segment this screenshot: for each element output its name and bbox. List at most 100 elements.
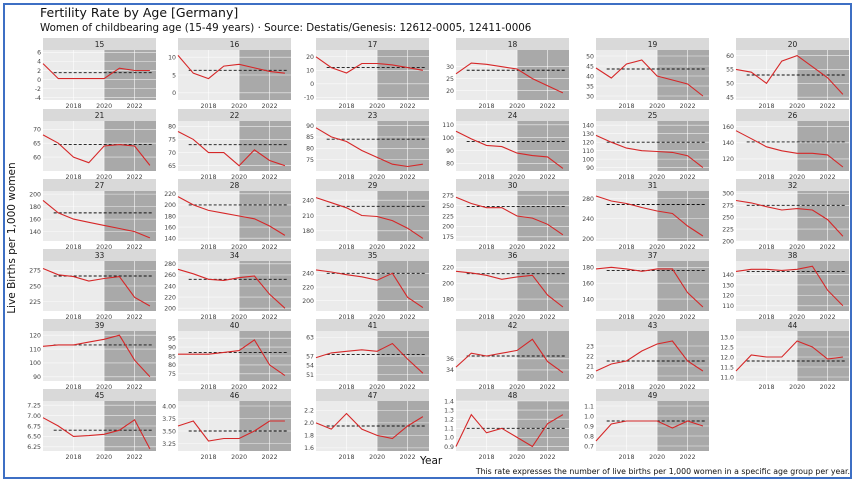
facet-label: 23 [368,111,378,120]
series-line [595,59,704,97]
y-tick-label: 140 [722,140,734,147]
x-tick-label: 2018 [66,384,82,391]
y-tick-label: 10 [306,68,314,75]
x-tick-label: 2020 [96,314,112,321]
y-tick-label: 300 [722,191,734,198]
x-tick-label: 2020 [509,454,525,461]
facet-label: 30 [508,181,518,190]
shaded-period [657,50,709,100]
y-tick-label: 140 [582,123,594,130]
facet-strip [596,249,709,261]
shaded-period [657,191,709,241]
y-tick-label: 0 [37,77,41,84]
facet-strip [178,389,291,401]
y-tick-label: 3.50 [162,428,176,435]
y-tick-label: 160 [722,124,734,131]
y-tick-label: 85 [306,134,314,141]
y-tick-label: 110 [442,122,454,129]
facet-strip [596,109,709,121]
facet-label: 24 [508,111,518,120]
y-tick-label: 0.9 [584,423,594,430]
facet-label: 38 [788,251,798,260]
series-line [735,130,844,168]
facet-label: 31 [648,181,658,190]
y-tick-label: 80 [168,362,176,369]
facet-label: 20 [788,40,798,49]
facet-label: 34 [230,251,240,260]
x-tick-label: 2018 [619,314,635,321]
x-tick-label: 2022 [262,384,278,391]
series-line [178,339,286,377]
y-tick-label: 100 [442,135,454,142]
series-line [315,197,424,239]
y-tick-label: 240 [302,197,314,204]
x-tick-label: 2020 [369,454,385,461]
x-tick-label: 2022 [680,174,696,181]
facet-label: 18 [508,40,518,49]
facet-strip [596,38,709,50]
x-tick-label: 2018 [619,244,635,251]
series-line [315,127,423,168]
facet-strip [456,389,569,401]
y-tick-label: 13.0 [720,334,734,341]
y-tick-label: 3.25 [162,441,176,448]
x-tick-label: 2018 [201,384,217,391]
x-tick-label: 2022 [127,454,143,461]
y-tick-label: 280 [164,261,176,268]
y-tick-label: 50 [726,81,734,88]
shaded-period [517,261,569,311]
y-tick-label: 36 [446,356,454,363]
x-tick-label: 2020 [231,314,247,321]
y-tick-label: 90 [168,344,176,351]
y-tick-label: 30 [586,93,594,100]
chart-caption: This rate expresses the number of live b… [475,467,850,476]
x-tick-label: 2018 [619,384,635,391]
x-tick-label: 2018 [759,244,775,251]
y-tick-label: 54 [306,363,314,370]
y-tick-label: 225 [29,299,41,306]
x-tick-label: 2020 [96,454,112,461]
shaded-period [104,331,156,381]
y-tick-label: 60 [33,154,41,161]
chart-subtitle: Women of childbearing age (15-49 years) … [40,22,532,34]
y-tick-label: 180 [582,265,594,272]
x-tick-label: 2018 [759,314,775,321]
x-tick-label: 2018 [619,103,635,110]
facet-label: 35 [368,251,378,260]
y-tick-label: 160 [29,216,41,223]
series-line [455,62,564,94]
x-tick-label: 2022 [540,174,556,181]
facet-label: 40 [230,321,240,330]
facet-label: 19 [648,40,658,49]
shaded-period [517,401,569,451]
series-line [735,54,844,95]
x-tick-label: 2020 [649,384,665,391]
x-tick-label: 2020 [509,103,525,110]
y-tick-label: 21 [586,363,594,370]
y-tick-label: 275 [442,192,454,199]
x-tick-label: 2018 [339,384,355,391]
y-tick-label: 90 [586,165,594,172]
y-tick-label: 2.2 [304,408,314,415]
y-tick-label: 60 [726,53,734,60]
x-tick-label: 2022 [400,244,416,251]
y-tick-label: 7.00 [27,413,41,420]
x-tick-label: 2020 [369,384,385,391]
x-tick-label: 2020 [231,244,247,251]
y-tick-label: 7.25 [27,402,41,409]
y-tick-label: 12.5 [720,344,734,351]
x-tick-label: 2020 [509,244,525,251]
x-tick-label: 2022 [680,384,696,391]
x-tick-label: 2020 [369,244,385,251]
x-tick-label: 2018 [66,174,82,181]
y-tick-label: 225 [442,213,454,220]
shaded-period [377,261,429,311]
facet-strip [456,319,569,331]
x-tick-label: 2022 [820,384,836,391]
facet-strip [43,179,156,191]
x-tick-label: 2018 [66,103,82,110]
x-tick-label: 2022 [680,103,696,110]
x-tick-label: 2022 [680,454,696,461]
series-line [42,334,151,378]
facet-strip [43,109,156,121]
